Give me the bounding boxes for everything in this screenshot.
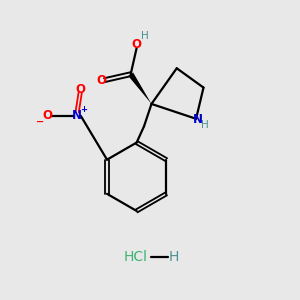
Text: H: H bbox=[169, 250, 179, 264]
Text: O: O bbox=[132, 38, 142, 51]
Text: N: N bbox=[193, 113, 202, 126]
Text: N: N bbox=[72, 109, 82, 122]
Text: O: O bbox=[75, 82, 85, 96]
Polygon shape bbox=[128, 73, 152, 104]
Text: O: O bbox=[43, 109, 52, 122]
Text: H: H bbox=[201, 120, 209, 130]
Text: O: O bbox=[96, 74, 106, 87]
Text: −: − bbox=[36, 117, 44, 127]
Text: HCl: HCl bbox=[123, 250, 147, 264]
Text: H: H bbox=[141, 31, 149, 41]
Text: +: + bbox=[80, 105, 87, 114]
